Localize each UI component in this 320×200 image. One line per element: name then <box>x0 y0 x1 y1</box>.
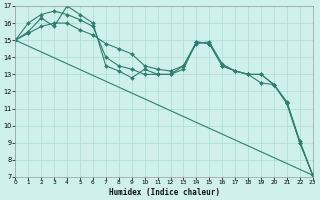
X-axis label: Humidex (Indice chaleur): Humidex (Indice chaleur) <box>108 188 220 197</box>
